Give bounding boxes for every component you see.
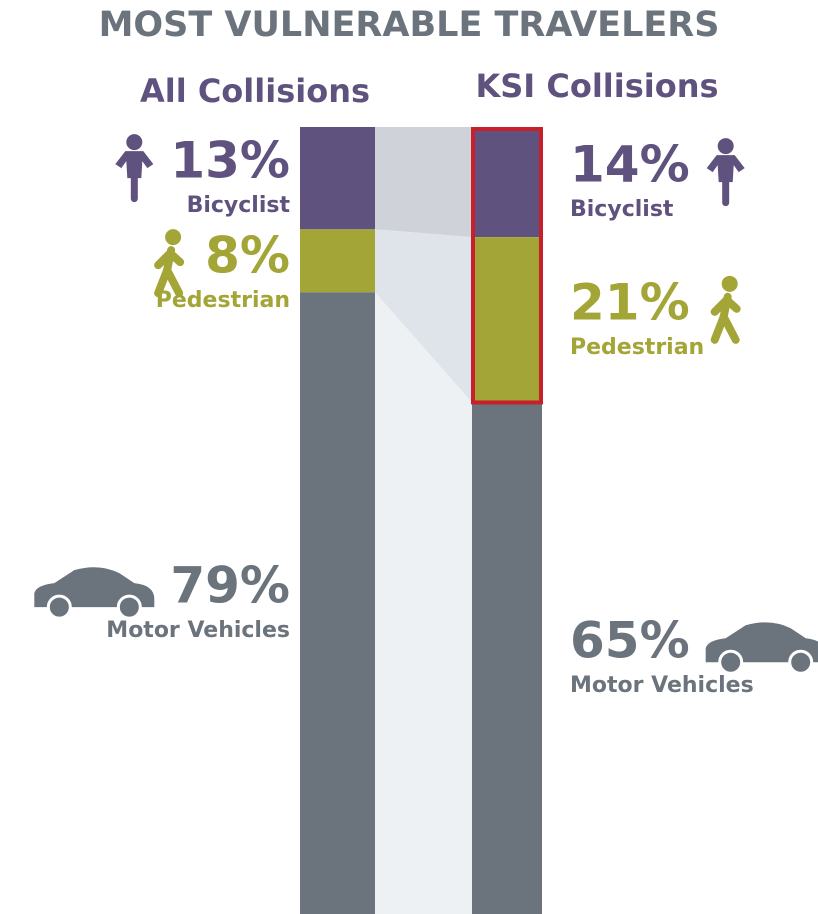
value-label: 8%	[205, 227, 290, 285]
icon	[115, 134, 154, 203]
connector-band	[375, 292, 472, 914]
icon	[705, 622, 818, 675]
bar-segment	[300, 229, 375, 293]
icon	[34, 567, 155, 620]
value-label: 21%	[570, 273, 690, 331]
icon-limb	[719, 312, 740, 344]
icon-wheel	[788, 649, 814, 675]
icon-limb	[722, 295, 741, 313]
bar-segment	[472, 237, 542, 403]
icon-wheel	[46, 594, 72, 620]
icon-limb	[166, 249, 185, 267]
highlight-outline	[471, 127, 543, 405]
series-label: Motor Vehicles	[570, 673, 754, 698]
series-label: Motor Vehicles	[106, 618, 290, 643]
series-label: Bicyclist	[187, 193, 291, 218]
category-label: KSI Collisions	[475, 67, 718, 105]
bar-segment	[472, 127, 542, 238]
value-label: 65%	[570, 612, 690, 670]
icon-head	[717, 138, 734, 155]
icon-wheel	[722, 178, 730, 207]
connector-band	[375, 229, 472, 403]
icon-body	[706, 155, 745, 183]
connector-band	[375, 127, 472, 238]
series-label: Bicyclist	[570, 197, 674, 222]
icon	[706, 138, 745, 207]
icon-head	[165, 229, 182, 246]
icon	[154, 229, 185, 298]
icon-body	[115, 151, 154, 179]
chart-title: MOST VULNERABLE TRAVELERS	[99, 5, 720, 45]
bar-segment	[300, 292, 375, 914]
value-label: 13%	[170, 132, 290, 190]
value-label: 79%	[170, 557, 290, 615]
icon-wheel	[116, 594, 142, 620]
bar-segment	[472, 402, 542, 914]
value-label: 14%	[570, 136, 690, 194]
icon	[710, 275, 741, 344]
icon-limb	[163, 266, 184, 298]
icon-wheel	[130, 174, 138, 203]
series-label: Pedestrian	[570, 335, 704, 360]
category-label: All Collisions	[140, 72, 370, 110]
bar-segment	[300, 127, 375, 230]
icon-wheel	[718, 649, 744, 675]
icon-head	[721, 275, 738, 292]
icon-head	[126, 134, 143, 151]
